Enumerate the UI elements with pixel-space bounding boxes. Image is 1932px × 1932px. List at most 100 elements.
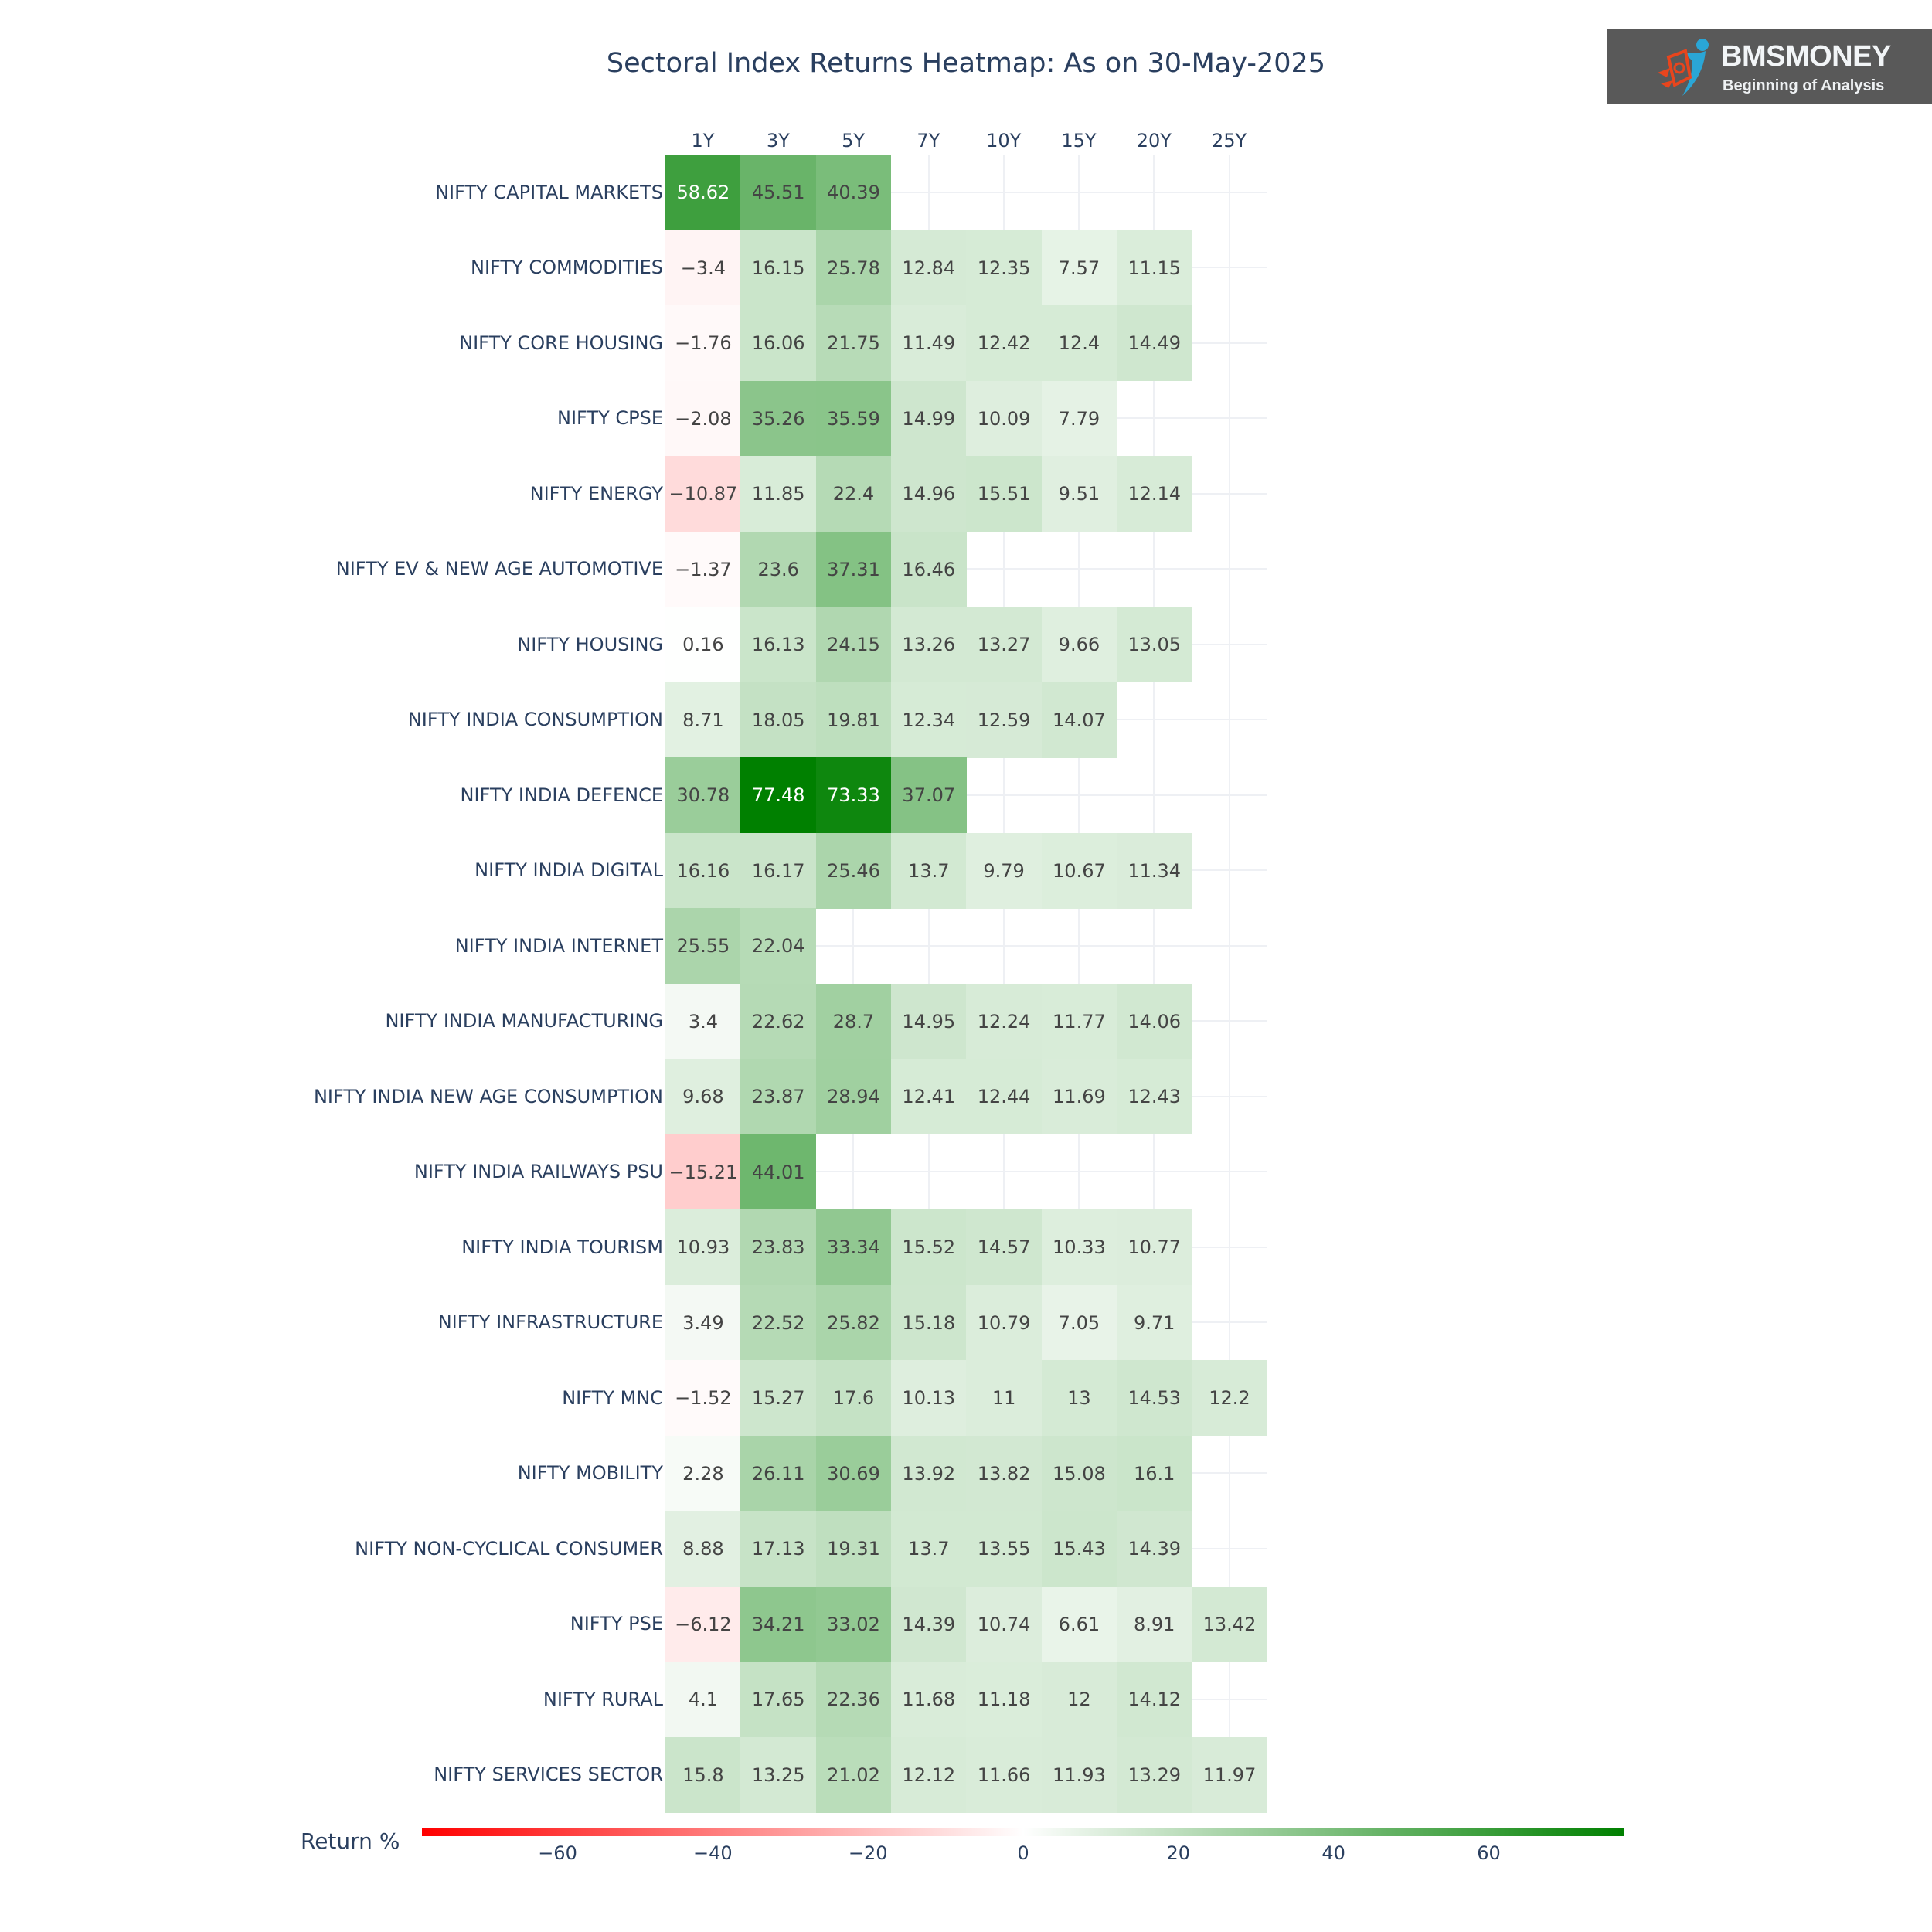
heatmap-cell[interactable]: 10.09: [966, 380, 1042, 457]
heatmap-cell[interactable]: 34.21: [740, 1586, 817, 1662]
heatmap-cell[interactable]: 58.62: [665, 155, 741, 230]
heatmap-cell[interactable]: 16.16: [665, 832, 741, 909]
heatmap-cell[interactable]: 11.18: [966, 1662, 1042, 1737]
heatmap-cell[interactable]: 25.46: [815, 832, 892, 909]
heatmap-cell[interactable]: 21.75: [815, 305, 892, 381]
heatmap-cell[interactable]: 9.71: [1116, 1284, 1192, 1361]
heatmap-cell[interactable]: −6.12: [665, 1586, 741, 1662]
heatmap-cell[interactable]: 12.34: [890, 682, 967, 758]
heatmap-cell[interactable]: 16.1: [1116, 1435, 1192, 1512]
heatmap-cell[interactable]: 11.69: [1041, 1059, 1117, 1134]
heatmap-cell[interactable]: 13.82: [966, 1435, 1042, 1512]
heatmap-cell[interactable]: 12.24: [966, 983, 1042, 1060]
heatmap-cell[interactable]: 13.42: [1192, 1586, 1267, 1662]
heatmap-cell[interactable]: 37.31: [815, 531, 892, 607]
heatmap-cell[interactable]: 40.39: [815, 155, 892, 230]
heatmap-plot-area[interactable]: 58.62 45.51 40.39 −3.4 16.15 25.78 12.84 12.35 7…: [665, 155, 1267, 1813]
heatmap-cell[interactable]: 33.02: [815, 1586, 892, 1662]
heatmap-cell[interactable]: 30.78: [665, 757, 741, 833]
heatmap-cell[interactable]: 14.06: [1116, 983, 1192, 1060]
heatmap-cell[interactable]: 21.02: [815, 1736, 892, 1813]
heatmap-cell[interactable]: 16.13: [740, 607, 817, 682]
heatmap-cell[interactable]: 16.46: [890, 531, 967, 607]
heatmap-cell[interactable]: 17.6: [815, 1360, 892, 1436]
heatmap-cell[interactable]: 25.55: [665, 908, 741, 984]
heatmap-cell[interactable]: 15.43: [1041, 1511, 1117, 1587]
heatmap-cell[interactable]: 9.79: [966, 832, 1042, 909]
heatmap-cell[interactable]: −1.52: [665, 1360, 741, 1436]
heatmap-cell[interactable]: 8.71: [665, 682, 741, 758]
heatmap-cell[interactable]: 13.05: [1116, 607, 1192, 682]
heatmap-cell[interactable]: 26.11: [740, 1435, 817, 1512]
heatmap-cell[interactable]: 11.68: [890, 1662, 967, 1737]
heatmap-cell[interactable]: 11.34: [1116, 832, 1192, 909]
heatmap-cell[interactable]: 14.95: [890, 983, 967, 1060]
heatmap-cell[interactable]: 9.68: [665, 1059, 741, 1134]
heatmap-cell[interactable]: 22.36: [815, 1662, 892, 1737]
heatmap-cell[interactable]: 14.49: [1116, 305, 1192, 381]
heatmap-cell[interactable]: 2.28: [665, 1435, 741, 1512]
heatmap-cell[interactable]: 28.7: [815, 983, 892, 1060]
heatmap-cell[interactable]: 44.01: [740, 1134, 817, 1210]
heatmap-cell[interactable]: 77.48: [740, 757, 817, 833]
heatmap-cell[interactable]: 15.51: [966, 456, 1042, 532]
heatmap-cell[interactable]: 12.4: [1041, 305, 1117, 381]
heatmap-cell[interactable]: 14.12: [1116, 1662, 1192, 1737]
heatmap-cell[interactable]: 22.04: [740, 908, 817, 984]
heatmap-cell[interactable]: 11.49: [890, 305, 967, 381]
heatmap-cell[interactable]: 13.25: [740, 1736, 817, 1813]
heatmap-cell[interactable]: 11.97: [1192, 1736, 1267, 1813]
heatmap-cell[interactable]: 0.16: [665, 607, 741, 682]
heatmap-cell[interactable]: 16.15: [740, 230, 817, 306]
heatmap-cell[interactable]: 11.85: [740, 456, 817, 532]
heatmap-cell[interactable]: 15.52: [890, 1209, 967, 1285]
heatmap-cell[interactable]: 73.33: [815, 757, 892, 833]
heatmap-cell[interactable]: 30.69: [815, 1435, 892, 1512]
heatmap-cell[interactable]: 16.06: [740, 305, 817, 381]
heatmap-cell[interactable]: 22.4: [815, 456, 892, 532]
heatmap-cell[interactable]: 3.49: [665, 1284, 741, 1361]
heatmap-cell[interactable]: 6.61: [1041, 1586, 1117, 1662]
heatmap-cell[interactable]: 10.93: [665, 1209, 741, 1285]
heatmap-cell[interactable]: 14.57: [966, 1209, 1042, 1285]
heatmap-cell[interactable]: −1.76: [665, 305, 741, 381]
heatmap-cell[interactable]: 14.39: [1116, 1511, 1192, 1587]
heatmap-cell[interactable]: 19.81: [815, 682, 892, 758]
heatmap-cell[interactable]: 10.74: [966, 1586, 1042, 1662]
heatmap-cell[interactable]: 4.1: [665, 1662, 741, 1737]
heatmap-cell[interactable]: 12.2: [1192, 1360, 1267, 1436]
heatmap-cell[interactable]: 18.05: [740, 682, 817, 758]
heatmap-cell[interactable]: 23.87: [740, 1059, 817, 1134]
heatmap-cell[interactable]: 3.4: [665, 983, 741, 1060]
heatmap-cell[interactable]: 22.52: [740, 1284, 817, 1361]
heatmap-cell[interactable]: 25.78: [815, 230, 892, 306]
heatmap-cell[interactable]: 10.33: [1041, 1209, 1117, 1285]
heatmap-cell[interactable]: 14.07: [1041, 682, 1117, 758]
heatmap-cell[interactable]: 23.6: [740, 531, 817, 607]
heatmap-cell[interactable]: 13.92: [890, 1435, 967, 1512]
heatmap-cell[interactable]: 13.55: [966, 1511, 1042, 1587]
heatmap-cell[interactable]: 10.79: [966, 1284, 1042, 1361]
heatmap-cell[interactable]: 16.17: [740, 832, 817, 909]
heatmap-cell[interactable]: −15.21: [665, 1134, 741, 1210]
heatmap-cell[interactable]: 12.14: [1116, 456, 1192, 532]
heatmap-cell[interactable]: 13.7: [890, 832, 967, 909]
heatmap-cell[interactable]: 11.15: [1116, 230, 1192, 306]
heatmap-cell[interactable]: 11.93: [1041, 1736, 1117, 1813]
heatmap-cell[interactable]: 14.39: [890, 1586, 967, 1662]
heatmap-cell[interactable]: 24.15: [815, 607, 892, 682]
heatmap-cell[interactable]: 14.96: [890, 456, 967, 532]
heatmap-cell[interactable]: 10.13: [890, 1360, 967, 1436]
heatmap-cell[interactable]: 9.66: [1041, 607, 1117, 682]
heatmap-cell[interactable]: 13.27: [966, 607, 1042, 682]
heatmap-cell[interactable]: 11.66: [966, 1736, 1042, 1813]
heatmap-cell[interactable]: 12: [1041, 1662, 1117, 1737]
heatmap-cell[interactable]: 12.43: [1116, 1059, 1192, 1134]
heatmap-cell[interactable]: 7.79: [1041, 380, 1117, 457]
heatmap-cell[interactable]: 33.34: [815, 1209, 892, 1285]
heatmap-cell[interactable]: 28.94: [815, 1059, 892, 1134]
heatmap-cell[interactable]: 17.13: [740, 1511, 817, 1587]
heatmap-cell[interactable]: −10.87: [665, 456, 741, 532]
heatmap-cell[interactable]: 25.82: [815, 1284, 892, 1361]
heatmap-cell[interactable]: 14.99: [890, 380, 967, 457]
